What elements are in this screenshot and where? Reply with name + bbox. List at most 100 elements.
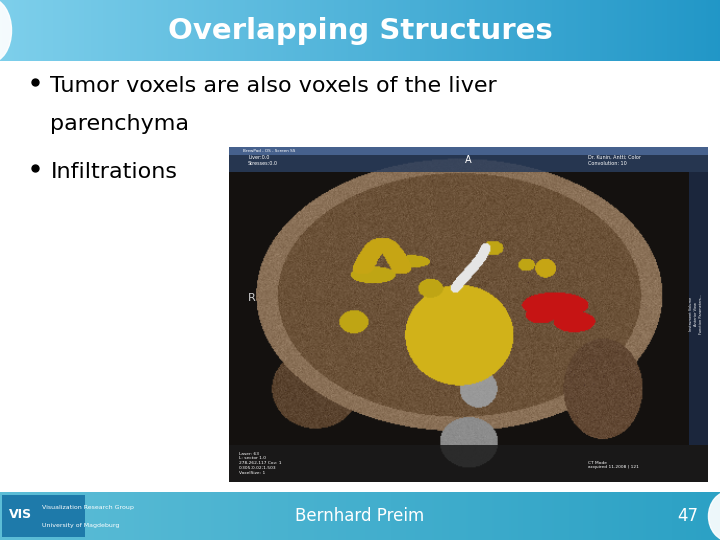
- Bar: [374, 0, 377, 61]
- Bar: [65, 0, 68, 61]
- Bar: [528, 0, 531, 61]
- Bar: [293, 0, 296, 61]
- Bar: [480, 0, 483, 61]
- Bar: [466, 492, 469, 540]
- Bar: [459, 0, 462, 61]
- Bar: [261, 0, 265, 61]
- Bar: [648, 0, 651, 61]
- Bar: [362, 492, 366, 540]
- Bar: [360, 492, 363, 540]
- Bar: [48, 0, 51, 61]
- Bar: [463, 492, 467, 540]
- Bar: [151, 492, 154, 540]
- Bar: [430, 492, 433, 540]
- Bar: [526, 0, 528, 61]
- Bar: [547, 492, 550, 540]
- Bar: [310, 0, 312, 61]
- Bar: [662, 0, 665, 61]
- Text: parenchyma: parenchyma: [50, 114, 189, 134]
- Bar: [473, 0, 476, 61]
- Bar: [229, 445, 708, 482]
- Bar: [547, 0, 550, 61]
- Bar: [502, 492, 505, 540]
- Bar: [408, 0, 411, 61]
- Bar: [288, 0, 291, 61]
- Bar: [682, 0, 685, 61]
- Bar: [672, 0, 675, 61]
- Text: Overlapping Structures: Overlapping Structures: [168, 17, 552, 44]
- Bar: [369, 492, 373, 540]
- Bar: [329, 492, 332, 540]
- Bar: [297, 492, 301, 540]
- Bar: [468, 492, 471, 540]
- Bar: [612, 0, 615, 61]
- Bar: [295, 492, 298, 540]
- Bar: [269, 492, 272, 540]
- Bar: [603, 0, 606, 61]
- Bar: [459, 492, 462, 540]
- Bar: [264, 492, 267, 540]
- Bar: [650, 0, 654, 61]
- Bar: [446, 0, 449, 61]
- Bar: [557, 0, 560, 61]
- Bar: [250, 0, 253, 61]
- Bar: [679, 492, 683, 540]
- Bar: [84, 0, 87, 61]
- Bar: [427, 492, 431, 540]
- Bar: [358, 0, 361, 61]
- Bar: [509, 492, 512, 540]
- Bar: [5, 492, 8, 540]
- Bar: [499, 0, 503, 61]
- Bar: [120, 0, 123, 61]
- Text: Visualization Research Group: Visualization Research Group: [42, 505, 134, 510]
- Bar: [617, 492, 620, 540]
- Bar: [158, 492, 161, 540]
- Bar: [593, 0, 596, 61]
- Bar: [708, 492, 711, 540]
- Bar: [711, 0, 714, 61]
- Bar: [641, 0, 644, 61]
- Bar: [216, 492, 219, 540]
- Bar: [305, 0, 308, 61]
- Bar: [413, 0, 416, 61]
- Bar: [670, 0, 672, 61]
- Bar: [158, 0, 161, 61]
- Bar: [686, 492, 690, 540]
- Bar: [468, 0, 471, 61]
- Bar: [271, 0, 274, 61]
- Bar: [396, 492, 399, 540]
- Bar: [377, 492, 380, 540]
- Bar: [387, 492, 390, 540]
- Bar: [437, 0, 440, 61]
- Bar: [576, 0, 579, 61]
- Bar: [542, 492, 546, 540]
- Bar: [574, 0, 577, 61]
- Bar: [603, 492, 606, 540]
- Bar: [91, 0, 94, 61]
- Bar: [341, 0, 344, 61]
- Bar: [168, 492, 171, 540]
- Bar: [297, 0, 301, 61]
- Bar: [713, 492, 716, 540]
- Bar: [351, 0, 354, 61]
- Bar: [391, 492, 395, 540]
- Bar: [382, 0, 384, 61]
- Bar: [302, 0, 305, 61]
- Bar: [338, 0, 341, 61]
- Bar: [60, 492, 63, 540]
- Bar: [31, 0, 35, 61]
- Bar: [279, 492, 282, 540]
- Bar: [269, 0, 272, 61]
- Bar: [677, 492, 680, 540]
- Bar: [182, 492, 186, 540]
- Bar: [135, 492, 138, 540]
- Bar: [17, 0, 20, 61]
- Bar: [693, 0, 697, 61]
- Bar: [405, 492, 409, 540]
- Bar: [271, 492, 274, 540]
- Bar: [504, 492, 507, 540]
- Bar: [670, 492, 672, 540]
- Bar: [199, 0, 202, 61]
- Bar: [45, 492, 49, 540]
- Bar: [247, 492, 251, 540]
